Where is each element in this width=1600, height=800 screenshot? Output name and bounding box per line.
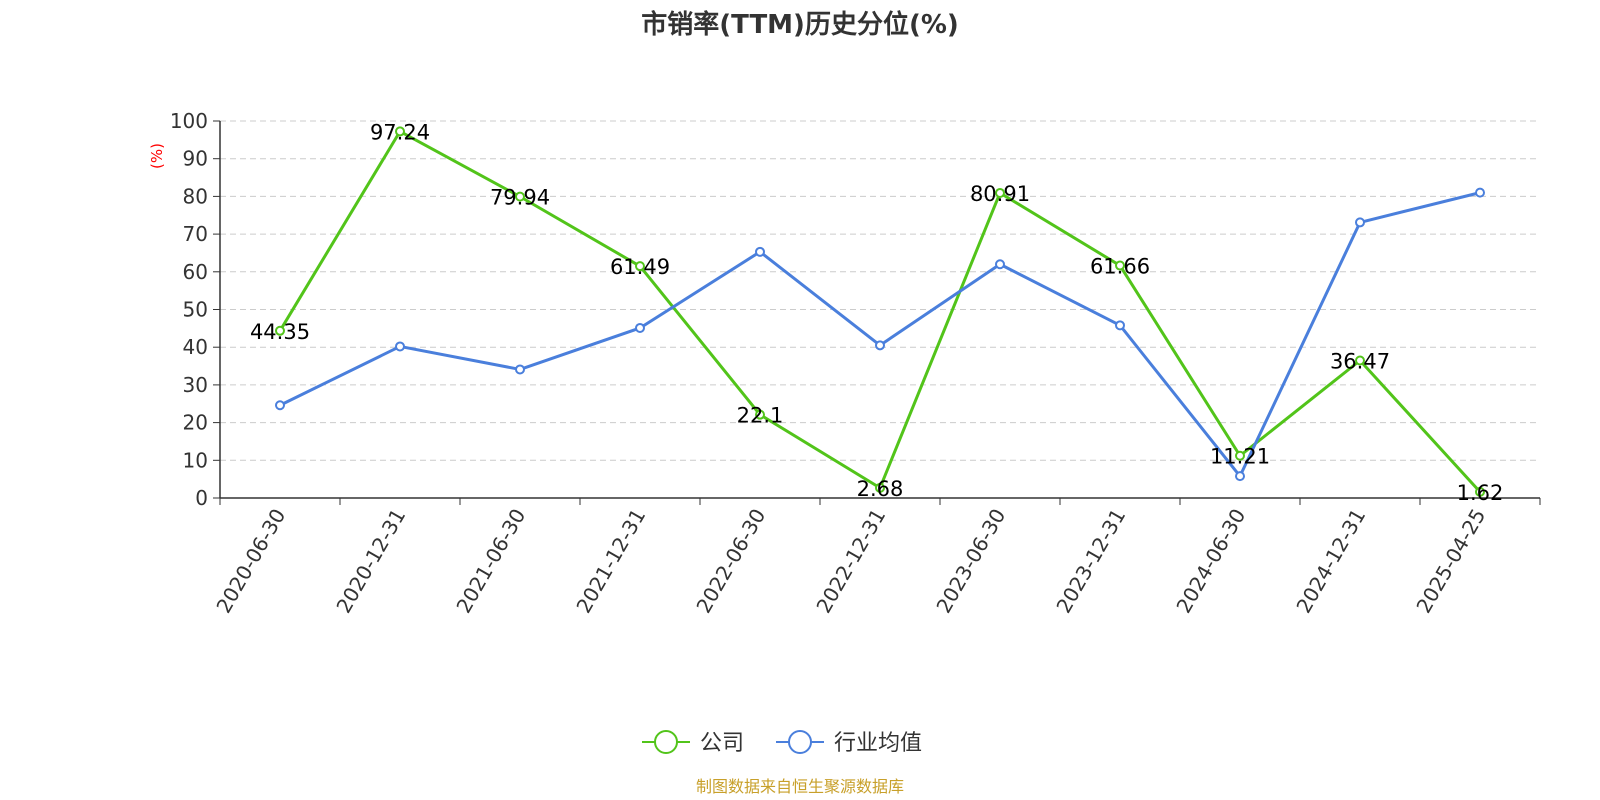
y-tick-label: 20 [183,411,208,435]
data-point[interactable] [275,325,285,336]
data-point[interactable] [755,409,765,420]
x-tick-labels: 2020-06-30 2020-12-31 2021-06-30 2021-12-31… [211,505,1490,618]
x-tick-label: 2020-06-30 [211,505,290,618]
x-tick-label: 2022-12-31 [811,505,890,618]
source-note: 制图数据来自恒生聚源数据库 [696,777,904,796]
x-tick-label: 2024-12-31 [1291,505,1370,618]
y-tick-label: 100 [170,109,208,133]
series-line [278,129,1482,493]
series-line [279,191,1481,478]
x-tick-label: 2025-04-25 [1411,505,1490,618]
data-labels: 44.35 97.24 79.94 61.49 22.1 2.68 80.91 61.66 11… [250,120,1503,504]
data-point[interactable] [1115,320,1125,331]
data-point[interactable] [275,400,285,411]
data-label: 1.62 [1457,481,1504,505]
y-tick-label: 60 [183,260,208,284]
data-label: 61.49 [610,255,670,279]
legend-label: 公司 [700,731,744,756]
data-point[interactable] [1235,450,1245,461]
x-tick-label: 2023-12-31 [1051,505,1130,618]
series-layer [275,126,1485,497]
data-point[interactable] [1235,471,1245,482]
data-point[interactable] [875,482,885,493]
y-tick-label: 50 [183,298,208,322]
x-tick-label: 2021-06-30 [451,505,530,618]
data-point[interactable] [515,364,525,375]
data-label: 11.21 [1210,445,1270,469]
y-tick-label: 80 [183,184,208,208]
data-point[interactable] [635,261,645,272]
data-point[interactable] [1355,355,1365,366]
data-label: 80.91 [970,182,1030,206]
data-label: 22.1 [737,404,784,428]
data-point[interactable] [395,126,405,137]
data-label: 79.94 [490,186,550,210]
data-label: 44.35 [250,320,310,344]
y-tick-label: 40 [183,335,208,359]
data-point[interactable] [395,341,405,352]
axes [213,120,1541,505]
legend-circle-icon [788,730,812,754]
x-tick-label: 2021-12-31 [571,505,650,618]
data-point[interactable] [1475,486,1485,497]
data-label: 97.24 [370,120,430,144]
data-label: 2.68 [857,477,904,501]
legend-label: 行业均值 [834,731,922,756]
x-tick-label: 2023-06-30 [931,505,1010,618]
data-point[interactable] [1355,217,1365,228]
data-point[interactable] [755,246,765,257]
x-tick-label: 2020-12-31 [331,505,410,618]
chart-title: 市销率(TTM)历史分位(%) [641,9,959,40]
y-tick-label: 0 [195,486,208,510]
y-tick-labels: 0 10 20 30 40 50 60 70 80 90 100 [170,109,208,510]
y-axis-unit-label: (%) [148,143,166,169]
y-tick-label: 90 [183,147,208,171]
data-point[interactable] [515,191,525,202]
data-label: 61.66 [1090,255,1150,279]
data-point[interactable] [1475,187,1485,198]
legend-item[interactable]: 行业均值 [776,730,922,756]
data-point[interactable] [995,259,1005,270]
x-tick-label: 2022-06-30 [691,505,770,618]
data-point[interactable] [875,340,885,351]
data-point[interactable] [1115,260,1125,271]
y-tick-label: 10 [183,448,208,472]
grid-lines [220,120,1540,461]
legend-circle-icon [654,730,678,754]
legend-item[interactable]: 公司 [642,730,744,756]
legend[interactable]: 公司 行业均值 [642,730,922,756]
data-point[interactable] [995,187,1005,198]
y-tick-label: 30 [183,373,208,397]
x-tick-label: 2024-06-30 [1171,505,1250,618]
data-label: 36.47 [1330,350,1390,374]
y-tick-label: 70 [183,222,208,246]
data-point[interactable] [635,322,645,333]
